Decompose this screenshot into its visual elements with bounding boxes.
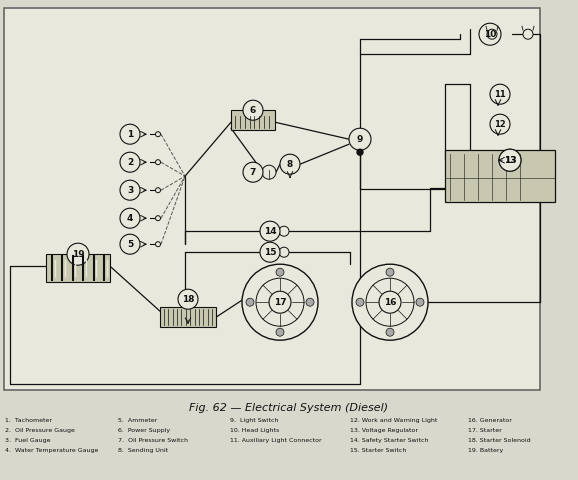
Circle shape	[279, 226, 289, 236]
Text: 11: 11	[494, 90, 506, 99]
Circle shape	[499, 149, 521, 171]
Text: 5.  Ammeter: 5. Ammeter	[118, 419, 157, 423]
Circle shape	[479, 23, 501, 45]
Bar	[46, 254, 110, 282]
Text: 15. Starter Switch: 15. Starter Switch	[350, 448, 406, 453]
Circle shape	[276, 268, 284, 276]
Circle shape	[246, 298, 254, 306]
Circle shape	[242, 264, 318, 340]
Text: 13: 13	[504, 156, 516, 165]
Circle shape	[155, 160, 161, 165]
Circle shape	[380, 292, 400, 312]
Circle shape	[243, 162, 263, 182]
Circle shape	[276, 328, 284, 336]
Text: 18: 18	[181, 295, 194, 304]
Bar	[231, 110, 275, 130]
Text: 18. Starter Solenoid: 18. Starter Solenoid	[468, 438, 531, 444]
Text: 2.  Oil Pressure Gauge: 2. Oil Pressure Gauge	[5, 428, 75, 433]
Circle shape	[490, 114, 510, 134]
Text: 19. Battery: 19. Battery	[468, 448, 503, 453]
Circle shape	[499, 149, 521, 171]
Text: 15: 15	[264, 248, 276, 257]
Circle shape	[120, 124, 140, 144]
Circle shape	[155, 216, 161, 221]
Text: 1: 1	[127, 130, 133, 139]
Text: 12. Work and Warning Light: 12. Work and Warning Light	[350, 419, 438, 423]
Bar	[445, 150, 555, 202]
Circle shape	[155, 132, 161, 137]
Circle shape	[306, 298, 314, 306]
Bar	[160, 307, 216, 327]
Text: 13. Voltage Regulator: 13. Voltage Regulator	[350, 428, 418, 433]
Circle shape	[120, 208, 140, 228]
Text: 10. Head Lights: 10. Head Lights	[230, 428, 279, 433]
Circle shape	[356, 298, 364, 306]
Text: 17. Starter: 17. Starter	[468, 428, 502, 433]
Circle shape	[366, 278, 414, 326]
Text: 9: 9	[357, 135, 363, 144]
Circle shape	[243, 100, 263, 120]
Text: 9.  Light Switch: 9. Light Switch	[230, 419, 279, 423]
Circle shape	[280, 154, 300, 174]
Text: 3: 3	[127, 186, 133, 195]
Text: 12: 12	[494, 120, 506, 129]
Text: 19: 19	[72, 250, 84, 259]
Circle shape	[352, 264, 428, 340]
Circle shape	[260, 221, 280, 241]
Circle shape	[490, 84, 510, 104]
Circle shape	[155, 242, 161, 247]
Circle shape	[270, 292, 290, 312]
Text: 17: 17	[274, 298, 286, 307]
Circle shape	[379, 291, 401, 313]
Circle shape	[416, 298, 424, 306]
Circle shape	[487, 29, 497, 39]
Text: 14. Safety Starter Switch: 14. Safety Starter Switch	[350, 438, 428, 444]
Circle shape	[279, 247, 289, 257]
Circle shape	[67, 243, 89, 265]
Circle shape	[178, 289, 198, 309]
Circle shape	[357, 149, 363, 155]
Text: 1.  Tachometer: 1. Tachometer	[5, 419, 52, 423]
Text: 8: 8	[287, 160, 293, 168]
Circle shape	[120, 234, 140, 254]
Circle shape	[523, 29, 533, 39]
Circle shape	[349, 128, 371, 150]
Circle shape	[260, 242, 280, 262]
Text: 5: 5	[127, 240, 133, 249]
Text: 6: 6	[250, 106, 256, 115]
Circle shape	[155, 188, 161, 192]
Text: 8.  Sending Unit: 8. Sending Unit	[118, 448, 168, 453]
Text: 7: 7	[250, 168, 256, 177]
Text: 4.  Water Temperature Gauge: 4. Water Temperature Gauge	[5, 448, 98, 453]
Circle shape	[386, 328, 394, 336]
Text: 11. Auxiliary Light Connector: 11. Auxiliary Light Connector	[230, 438, 321, 444]
Circle shape	[120, 180, 140, 200]
Text: 4: 4	[127, 214, 133, 223]
Text: 14: 14	[264, 227, 276, 236]
Text: 6.  Power Supply: 6. Power Supply	[118, 428, 170, 433]
Text: 16: 16	[384, 298, 397, 307]
Text: 13: 13	[504, 156, 516, 165]
Circle shape	[386, 268, 394, 276]
Circle shape	[120, 152, 140, 172]
Circle shape	[269, 291, 291, 313]
Circle shape	[256, 278, 304, 326]
Text: 10: 10	[484, 30, 496, 39]
Circle shape	[262, 165, 276, 179]
Text: 2: 2	[127, 158, 133, 167]
Text: 16. Generator: 16. Generator	[468, 419, 512, 423]
Text: 3.  Fuel Gauge: 3. Fuel Gauge	[5, 438, 50, 444]
Text: Fig. 62 — Electrical System (Diesel): Fig. 62 — Electrical System (Diesel)	[190, 403, 388, 412]
Text: 7.  Oil Pressure Switch: 7. Oil Pressure Switch	[118, 438, 188, 444]
